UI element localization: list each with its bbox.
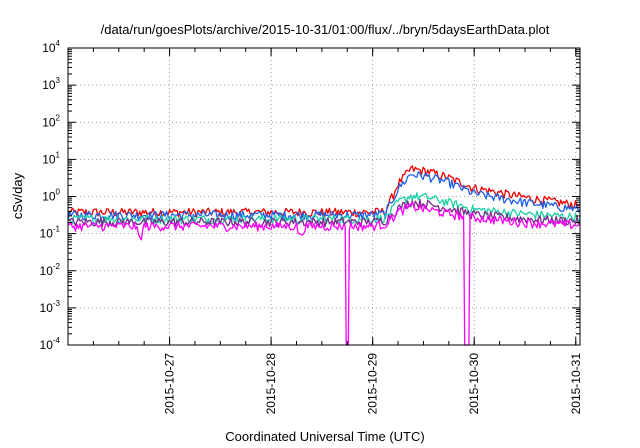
chart-title: /data/run/goesPlots/archive/2015-10-31/0… bbox=[101, 22, 550, 37]
series-line-0 bbox=[67, 165, 581, 218]
y-tick-label: 10-2 bbox=[40, 262, 61, 278]
y-tick-label: 101 bbox=[42, 150, 60, 166]
series-line-1 bbox=[67, 171, 581, 221]
y-tick-label: 104 bbox=[42, 39, 60, 55]
y-tick-label: 102 bbox=[42, 113, 60, 129]
series-line-2 bbox=[67, 192, 581, 225]
x-tick-label: 2015-10-28 bbox=[264, 353, 278, 415]
x-tick-label: 2015-10-27 bbox=[163, 353, 177, 415]
series-line-4 bbox=[67, 202, 581, 346]
x-axis-ticks: 2015-10-27 2015-10-28 2015-10-29 2015-10-30… bbox=[67, 48, 583, 415]
y-axis-label: cSv/day bbox=[10, 172, 25, 219]
x-tick-label: 2015-10-29 bbox=[366, 353, 380, 415]
y-tick-label: 100 bbox=[42, 188, 60, 204]
y-tick-label: 103 bbox=[42, 76, 60, 92]
series-group bbox=[67, 165, 581, 346]
x-axis-label: Coordinated Universal Time (UTC) bbox=[225, 429, 424, 444]
y-tick-label: 10-3 bbox=[40, 299, 61, 315]
y-axis-ticks: 10-4 10-3 10-2 10-1 100 101 102 103 104 bbox=[40, 39, 580, 352]
y-tick-label: 10-4 bbox=[40, 336, 61, 352]
x-tick-label: 2015-10-30 bbox=[467, 353, 481, 415]
x-tick-label: 2015-10-31 bbox=[569, 353, 583, 415]
y-tick-label: 10-1 bbox=[40, 225, 61, 241]
